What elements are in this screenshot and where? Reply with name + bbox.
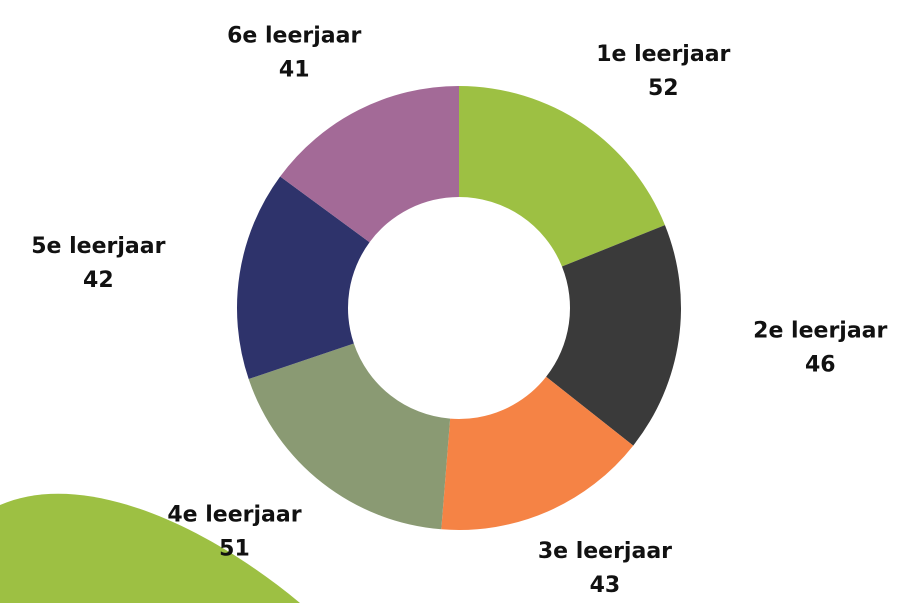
slice-label: 6e leerjaar (227, 24, 361, 49)
labels: 1e leerjaar 52 2e leerjaar 46 3e leerjaar 43 4… (31, 24, 887, 599)
decoration (0, 493, 300, 603)
slice-label: 4e leerjaar (167, 503, 301, 528)
slice-value: 43 (590, 573, 621, 598)
slice (441, 376, 634, 530)
slice-label: 2e leerjaar (753, 319, 887, 344)
slice (546, 225, 681, 446)
slice-value: 46 (805, 353, 836, 378)
slice-label: 5e leerjaar (31, 234, 165, 259)
slice (459, 86, 665, 267)
slice-value: 42 (83, 268, 114, 293)
slice-label: 1e leerjaar (596, 42, 730, 67)
slice (280, 86, 459, 243)
slice-value: 41 (279, 58, 310, 83)
slice (248, 343, 451, 530)
slice (237, 176, 370, 380)
slice-value: 51 (219, 537, 250, 562)
slice-value: 52 (648, 76, 679, 101)
donut (237, 86, 681, 530)
slice-label: 3e leerjaar (538, 539, 672, 564)
